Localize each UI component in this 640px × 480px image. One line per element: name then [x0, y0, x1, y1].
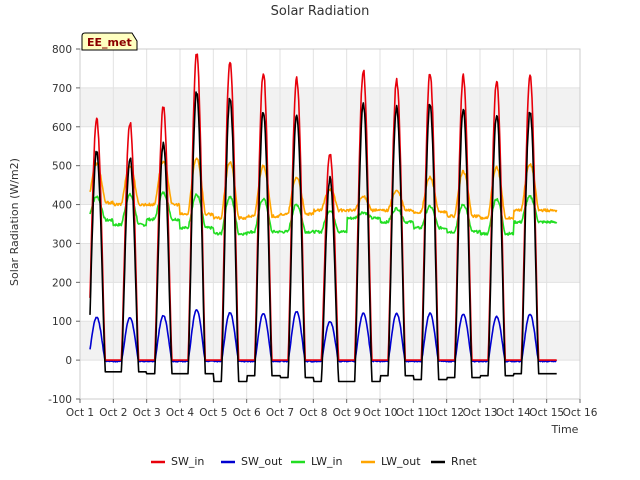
x-tick-label: Oct 12: [429, 407, 464, 419]
series-line-rnet: [89, 91, 557, 383]
chart-title: Solar Radiation: [271, 4, 370, 19]
plot-band: [80, 243, 580, 283]
x-tick-label: Oct 9: [333, 407, 361, 419]
x-tick-label: Oct 16: [563, 407, 598, 419]
site-badge-box: [81, 32, 138, 51]
y-tick-label: 800: [52, 44, 72, 56]
y-tick-label: 0: [65, 355, 72, 367]
legend-label-lw_out: LW_out: [381, 455, 421, 468]
x-tick-label: Oct 2: [99, 407, 127, 419]
x-tick-label: Oct 10: [363, 407, 398, 419]
legend-label-lw_in: LW_in: [311, 455, 343, 468]
legend-label-sw_in: SW_in: [171, 455, 204, 468]
site-badge-label: EE_met: [87, 36, 132, 49]
legend: SW_in SW_out LW_in LW_out Rnet: [151, 455, 477, 468]
x-tick-label: Oct 11: [396, 407, 431, 419]
y-tick-label: 100: [52, 316, 72, 328]
x-tick-label: Oct 5: [199, 407, 227, 419]
y-tick-label: 500: [52, 161, 72, 173]
x-tick-label: Oct 3: [133, 407, 161, 419]
site-badge: EE_met: [81, 32, 138, 51]
x-axis-label: Time: [551, 423, 579, 436]
x-tick-label: Oct 1: [66, 407, 94, 419]
x-tick-label: Oct 7: [266, 407, 294, 419]
y-axis-label: Solar Radiation (W/m2): [8, 158, 21, 286]
legend-label-sw_out: SW_out: [241, 455, 283, 468]
y-axis-ticks: -100 0 100 200 300 400 500 600 700 800: [48, 44, 80, 406]
series-layer: [89, 53, 558, 383]
y-tick-label: 600: [52, 122, 72, 134]
x-tick-label: Oct 4: [166, 407, 194, 419]
y-tick-label: 200: [52, 277, 72, 289]
y-tick-label: -100: [48, 394, 72, 406]
plot-band: [80, 321, 580, 361]
x-tick-label: Oct 6: [233, 407, 261, 419]
x-tick-label: Oct 8: [299, 407, 327, 419]
y-tick-label: 400: [52, 200, 72, 212]
plot-band: [80, 87, 580, 127]
y-tick-label: 300: [52, 238, 72, 250]
x-axis-ticks: Oct 1 Oct 2 Oct 3 Oct 4 Oct 5 Oct 6 Oct 7 Oct 8…: [66, 399, 598, 419]
x-tick-label: Oct 15: [529, 407, 564, 419]
x-tick-label: Oct 13: [463, 407, 498, 419]
plot-frame: [79, 48, 581, 400]
plot-band: [80, 165, 580, 205]
x-tick-label: Oct 14: [496, 407, 531, 419]
y-tick-label: 700: [52, 83, 72, 95]
legend-label-rnet: Rnet: [451, 455, 477, 468]
